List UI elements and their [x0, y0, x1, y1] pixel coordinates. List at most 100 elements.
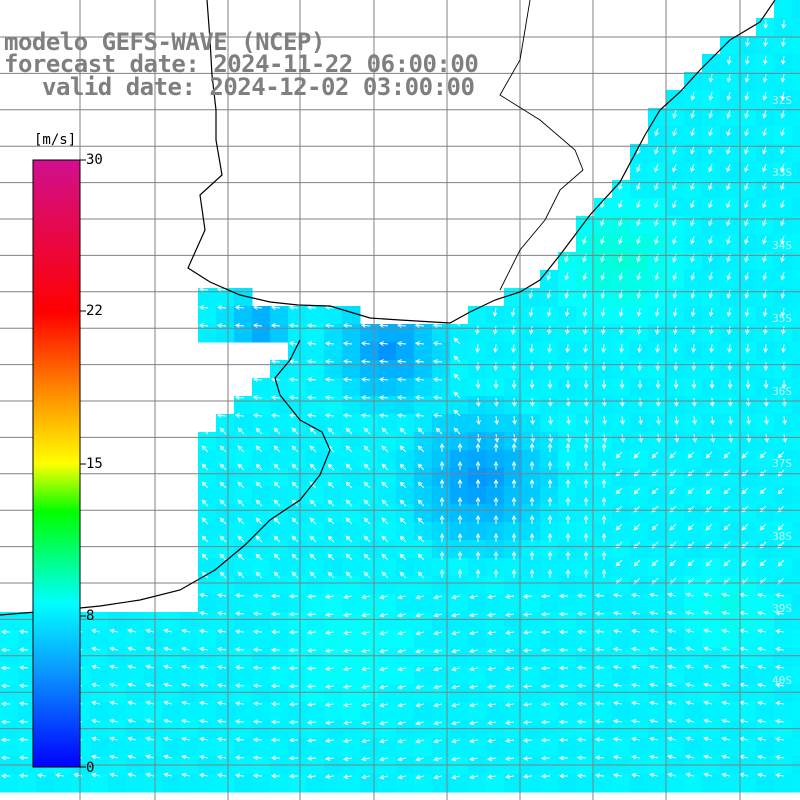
field-cell [774, 144, 793, 163]
field-cell [450, 450, 469, 469]
wind-arrow [687, 487, 695, 495]
wind-arrow [759, 505, 767, 513]
wind-arrow [637, 325, 642, 335]
field-cell [666, 504, 685, 523]
wind-arrow [655, 325, 660, 335]
wind-arrow [705, 451, 713, 459]
wind-arrow [91, 628, 101, 634]
field-cell [756, 558, 775, 577]
wind-arrow [234, 737, 245, 742]
field-cell [594, 738, 613, 757]
field-cell [684, 612, 703, 631]
wind-arrow [669, 559, 677, 567]
field-cell [342, 450, 361, 469]
field-cell [288, 468, 307, 487]
wind-arrow [291, 571, 299, 579]
wind-arrow [618, 235, 623, 245]
wind-arrow [127, 736, 137, 742]
field-cell [144, 684, 163, 703]
wind-arrow [361, 738, 371, 744]
wind-arrow [487, 702, 497, 708]
wind-arrow [199, 718, 209, 724]
wind-arrow [306, 377, 317, 382]
field-cell [324, 414, 343, 433]
field-cell [774, 234, 793, 253]
wind-arrow [583, 514, 589, 524]
wind-arrow [530, 415, 535, 426]
wind-arrow [685, 646, 695, 652]
field-cell [198, 576, 217, 595]
wind-arrow [379, 774, 389, 780]
field-cell [720, 216, 739, 235]
field-cell [522, 684, 541, 703]
field-cell [594, 432, 613, 451]
field-cell [792, 126, 800, 145]
field-cell [216, 486, 235, 505]
wind-arrow [381, 571, 389, 579]
field-cell [450, 396, 469, 415]
field-cell [0, 774, 19, 793]
wind-arrow [270, 773, 281, 779]
wind-arrow [511, 442, 517, 452]
field-cell [468, 576, 487, 595]
field-cell [144, 738, 163, 757]
field-cell [18, 666, 37, 685]
field-cell [684, 594, 703, 613]
field-cell [144, 612, 163, 631]
wind-arrow [255, 571, 263, 579]
wind-arrow [145, 736, 155, 742]
wind-arrow [237, 553, 245, 561]
field-cell [756, 234, 775, 253]
wind-arrow [439, 460, 445, 470]
wind-arrow [360, 377, 371, 382]
wind-arrow [163, 754, 173, 760]
field-cell [594, 396, 613, 415]
wind-arrow [781, 379, 787, 390]
field-cell [90, 630, 109, 649]
wind-arrow [381, 445, 389, 453]
wind-arrow [511, 550, 517, 560]
field-cell [774, 648, 793, 667]
field-cell [360, 576, 379, 595]
wind-arrow [199, 736, 209, 742]
field-cell [360, 414, 379, 433]
field-cell [504, 432, 523, 451]
wind-arrow [399, 571, 407, 579]
field-cell [180, 774, 199, 793]
field-cell [216, 576, 235, 595]
wind-arrow [667, 700, 677, 706]
wind-arrow [201, 481, 209, 489]
field-cell [108, 738, 127, 757]
wind-arrow [565, 325, 570, 335]
wind-arrow [685, 718, 695, 724]
wind-arrow [558, 665, 569, 671]
field-cell [414, 576, 433, 595]
wind-arrow [345, 553, 353, 561]
wind-arrow [726, 91, 732, 101]
field-cell [684, 108, 703, 127]
wind-arrow [270, 719, 281, 725]
wind-arrow [361, 630, 371, 636]
field-cell [126, 648, 145, 667]
field-cell [630, 594, 649, 613]
wind-arrow [759, 451, 767, 459]
field-cell [306, 432, 325, 451]
wind-arrow [673, 325, 678, 335]
wind-arrow [309, 463, 317, 471]
wind-arrow [691, 379, 697, 390]
field-cell [522, 630, 541, 649]
wind-arrow [379, 594, 389, 600]
wind-arrow [721, 592, 731, 598]
field-cell [666, 594, 685, 613]
wind-arrow [475, 442, 481, 452]
wind-arrow [252, 629, 263, 635]
wind-arrow [576, 611, 587, 617]
wind-arrow [469, 612, 479, 618]
field-cell [324, 648, 343, 667]
wind-arrow [685, 736, 695, 742]
wind-arrow [343, 756, 353, 762]
wind-arrow [273, 427, 281, 435]
field-cell [792, 0, 800, 19]
wind-arrow [601, 325, 606, 335]
wind-arrow [744, 127, 749, 137]
